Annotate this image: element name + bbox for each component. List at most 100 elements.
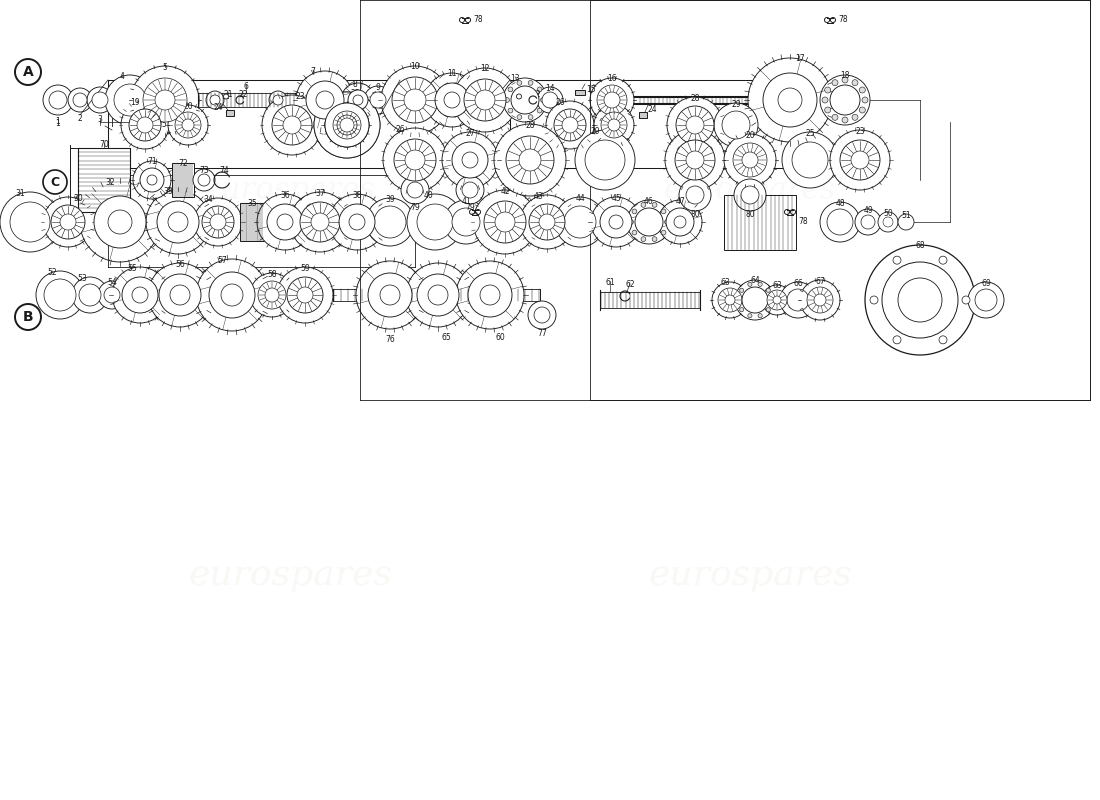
Circle shape — [157, 201, 199, 243]
Circle shape — [741, 186, 759, 204]
Text: 13: 13 — [510, 74, 520, 83]
Circle shape — [519, 149, 541, 171]
Circle shape — [968, 282, 1004, 318]
Text: 17: 17 — [795, 54, 805, 63]
Circle shape — [825, 87, 830, 93]
Circle shape — [131, 66, 199, 134]
Text: 25: 25 — [805, 129, 815, 138]
Circle shape — [556, 197, 605, 247]
Circle shape — [265, 288, 279, 302]
Circle shape — [594, 105, 634, 145]
Circle shape — [676, 106, 714, 144]
Circle shape — [87, 87, 113, 113]
Circle shape — [374, 206, 406, 238]
Text: 26: 26 — [556, 98, 564, 107]
Circle shape — [658, 200, 702, 244]
Circle shape — [641, 237, 646, 242]
Circle shape — [72, 277, 108, 313]
Text: C: C — [51, 175, 59, 189]
Text: B: B — [23, 310, 33, 324]
Circle shape — [769, 298, 773, 302]
Circle shape — [661, 209, 666, 214]
Circle shape — [300, 202, 340, 242]
Circle shape — [601, 112, 627, 138]
Circle shape — [468, 273, 512, 317]
Text: 38: 38 — [352, 191, 362, 200]
Circle shape — [822, 97, 828, 103]
Circle shape — [406, 263, 470, 327]
Text: 56: 56 — [175, 260, 185, 269]
Circle shape — [773, 296, 781, 304]
Text: 8: 8 — [353, 80, 358, 89]
Circle shape — [364, 86, 392, 114]
Circle shape — [800, 280, 840, 320]
Text: 50: 50 — [883, 209, 893, 218]
Circle shape — [807, 287, 833, 313]
Circle shape — [133, 161, 170, 199]
Circle shape — [632, 230, 637, 235]
Bar — [639, 112, 647, 118]
Text: 21: 21 — [223, 90, 233, 99]
Circle shape — [210, 95, 220, 105]
Circle shape — [417, 274, 459, 316]
Circle shape — [182, 119, 194, 131]
Circle shape — [92, 92, 108, 108]
Circle shape — [664, 219, 670, 224]
Circle shape — [464, 79, 506, 121]
Circle shape — [540, 98, 546, 102]
Text: 40: 40 — [424, 191, 433, 200]
Circle shape — [147, 175, 157, 185]
Circle shape — [444, 92, 460, 108]
Circle shape — [44, 279, 76, 311]
Text: 25: 25 — [350, 89, 360, 98]
Circle shape — [724, 134, 776, 186]
Circle shape — [283, 116, 301, 134]
Text: 20: 20 — [184, 102, 192, 111]
Circle shape — [862, 97, 868, 103]
Text: 5: 5 — [163, 63, 167, 72]
Text: 43: 43 — [534, 192, 543, 201]
Circle shape — [878, 212, 898, 232]
Text: 27: 27 — [465, 129, 475, 138]
Circle shape — [108, 210, 132, 234]
Circle shape — [98, 281, 126, 309]
Circle shape — [223, 94, 229, 99]
Text: 68: 68 — [915, 241, 925, 250]
Circle shape — [324, 103, 369, 147]
Circle shape — [827, 209, 853, 235]
Bar — [240, 203, 264, 241]
Circle shape — [311, 213, 329, 231]
Text: 6: 6 — [243, 82, 249, 91]
Circle shape — [104, 75, 155, 125]
Circle shape — [316, 91, 334, 109]
Circle shape — [679, 179, 711, 211]
Text: 30: 30 — [73, 194, 82, 203]
Circle shape — [404, 89, 426, 111]
Circle shape — [632, 209, 637, 214]
Text: 34: 34 — [204, 195, 213, 204]
Circle shape — [562, 117, 578, 133]
Circle shape — [832, 80, 838, 86]
Circle shape — [452, 208, 480, 236]
Text: 39: 39 — [385, 195, 395, 204]
Circle shape — [175, 112, 201, 138]
Circle shape — [273, 95, 283, 105]
Circle shape — [661, 230, 666, 235]
Circle shape — [10, 202, 49, 242]
Circle shape — [324, 103, 369, 147]
Circle shape — [652, 237, 657, 242]
Circle shape — [674, 216, 686, 228]
Circle shape — [277, 267, 333, 323]
Circle shape — [537, 108, 542, 113]
Text: 57: 57 — [217, 256, 227, 265]
Text: 65: 65 — [441, 333, 451, 342]
Circle shape — [444, 200, 488, 244]
Text: 14: 14 — [546, 84, 554, 93]
Text: eurospares: eurospares — [648, 558, 851, 592]
Text: 78: 78 — [799, 217, 807, 226]
Text: 69: 69 — [981, 279, 991, 288]
Circle shape — [277, 214, 293, 230]
Circle shape — [714, 103, 758, 147]
Circle shape — [267, 204, 303, 240]
Circle shape — [270, 91, 287, 109]
